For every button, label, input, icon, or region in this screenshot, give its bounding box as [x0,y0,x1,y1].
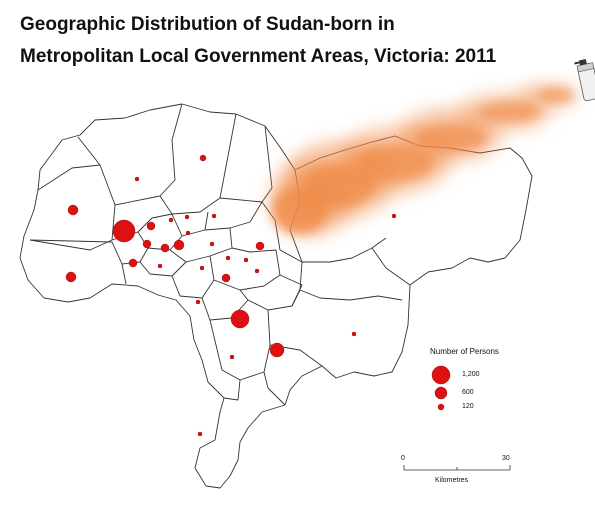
symbol-marker [225,255,231,261]
symbol-marker [230,309,250,329]
symbol-marker [254,268,260,274]
symbol-marker [173,239,185,251]
legend-symbol-large [431,365,451,385]
map-title-line-1: Geographic Distribution of Sudan-born in [20,14,395,35]
legend-title: Number of Persons [430,347,499,356]
legend-symbol-medium [434,386,448,400]
spray-can-icon [574,59,595,102]
legend-symbols [431,365,451,411]
symbol-marker [211,213,217,219]
symbol-marker [65,271,77,283]
symbol-marker [67,204,79,216]
legend-label: 120 [462,403,474,410]
symbol-marker [128,258,138,268]
proportional-symbols [65,154,397,437]
symbol-marker [255,241,265,251]
symbol-marker [185,230,191,236]
symbol-marker [160,243,170,253]
spray-paint-cloud [270,84,578,236]
legend-label: 1,200 [462,371,480,378]
symbol-marker [199,265,205,271]
symbol-marker [195,299,201,305]
scale-unit-label: Kilometres [435,477,469,484]
symbol-marker [269,342,285,358]
symbol-marker [391,213,397,219]
map-title-line-2: Metropolitan Local Government Areas, Vic… [20,46,497,67]
symbol-marker [157,263,163,269]
symbol-marker [351,331,357,337]
symbol-marker [112,219,136,243]
symbol-marker [134,176,140,182]
symbol-marker [146,221,156,231]
symbol-marker [221,273,231,283]
lga-boundaries [19,103,533,489]
symbol-marker [229,354,235,360]
symbol-marker [184,214,190,220]
legend-label: 600 [462,389,474,396]
symbol-marker [199,154,207,162]
scale-min-label: 0 [401,455,405,462]
symbol-marker [209,241,215,247]
symbol-marker [243,257,249,263]
symbol-marker [142,239,152,249]
scale-bar [403,465,511,471]
symbol-marker [197,431,203,437]
symbol-marker [168,217,174,223]
scale-max-label: 30 [502,455,510,462]
legend-symbol-small [437,403,445,411]
